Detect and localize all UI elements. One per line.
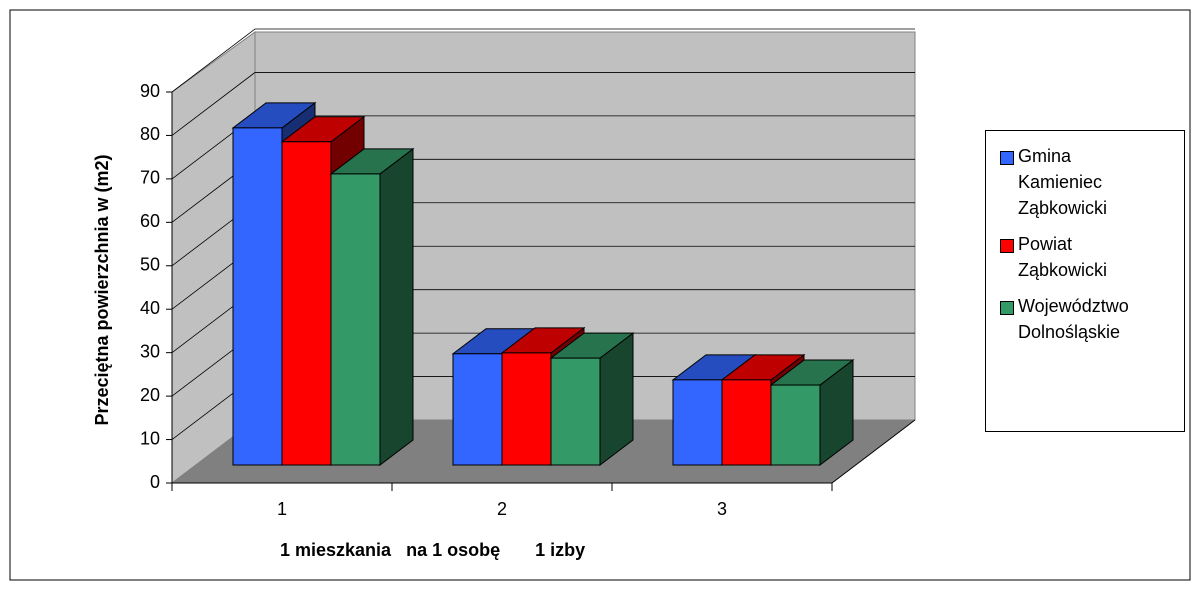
legend-label: Gmina Kamieniec Ząbkowicki [1018, 146, 1108, 218]
x-tick-label: 2 [497, 499, 507, 519]
bar [672, 379, 723, 466]
y-tick-label: 20 [140, 385, 160, 405]
legend-entry: Gmina Kamieniec Ząbkowicki [1000, 146, 1184, 221]
y-axis-title: Przeciętna powierzchnia w (m2) [92, 154, 112, 425]
bar [501, 352, 552, 466]
bar-3d [769, 359, 855, 467]
bar-3d [329, 147, 415, 467]
y-tick-label: 40 [140, 298, 160, 318]
y-tick-label: 90 [140, 81, 160, 101]
y-tick-label: 30 [140, 341, 160, 361]
x-axis-title: 1 mieszkania na 1 osobę 1 izby [280, 540, 585, 560]
grid-line [171, 28, 915, 93]
legend-label: Województwo Dolnośląskie [1018, 296, 1129, 342]
x-tick-label: 1 [277, 499, 287, 519]
legend-entry: Województwo Dolnośląskie [1000, 296, 1184, 345]
bar [452, 353, 503, 466]
legend-swatch [1000, 239, 1014, 253]
y-tick-label: 60 [140, 211, 160, 231]
bar-side [379, 147, 414, 467]
x-tick-label: 3 [717, 499, 727, 519]
y-tick-label: 10 [140, 428, 160, 448]
y-tick-label: 70 [140, 168, 160, 188]
y-tick-label: 80 [140, 124, 160, 144]
grid-line [171, 72, 915, 136]
bar [550, 357, 601, 466]
legend-entry: Powiat Ząbkowicki [1000, 234, 1184, 283]
bar [330, 173, 381, 466]
y-tick-label: 0 [150, 472, 160, 492]
bar [232, 127, 283, 466]
floor-edge [831, 419, 916, 484]
legend: Gmina Kamieniec Ząbkowicki Powiat Ząbkowi… [985, 130, 1185, 432]
bar [281, 141, 332, 466]
y-tick-label: 50 [140, 255, 160, 275]
bar [770, 384, 821, 466]
legend-swatch [1000, 301, 1014, 315]
legend-swatch [1000, 151, 1014, 165]
bar [721, 379, 772, 466]
bar-3d [549, 332, 635, 467]
legend-label: Powiat Ząbkowicki [1018, 234, 1108, 280]
